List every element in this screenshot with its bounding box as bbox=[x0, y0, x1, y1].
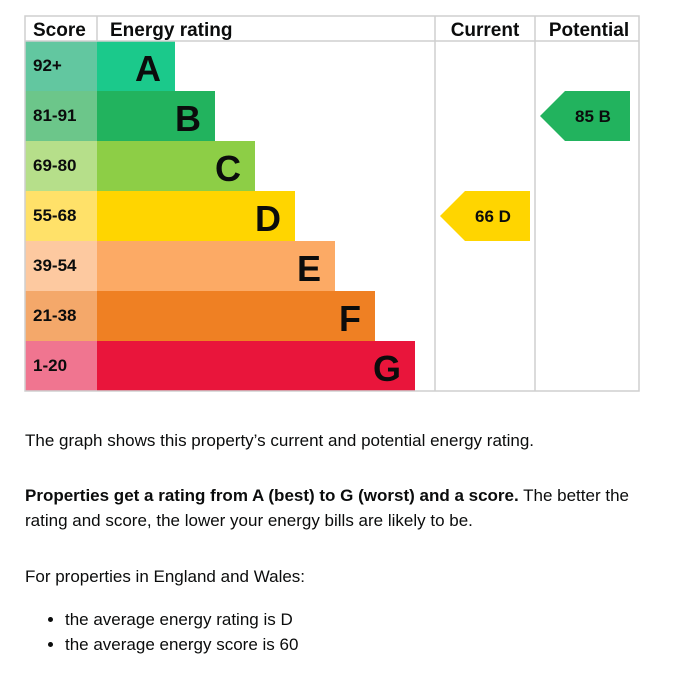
header-energy-rating: Energy rating bbox=[110, 20, 232, 41]
rating-bar-D bbox=[97, 191, 295, 241]
rating-letter-G: G bbox=[373, 348, 401, 389]
header-potential: Potential bbox=[549, 20, 629, 41]
rating-letter-F: F bbox=[339, 298, 361, 339]
score-cell-D bbox=[25, 191, 97, 241]
potential-rating-arrow bbox=[540, 91, 630, 141]
rating-letter-D: D bbox=[255, 198, 281, 239]
energy-rating-chart: 92+ A 81-91 B 69-80 C 55-68 D 39-54 E 21-38 F 1-20 G S… bbox=[24, 15, 640, 392]
score-cell-C bbox=[25, 141, 97, 191]
score-cell-E bbox=[25, 241, 97, 291]
score-cell-F bbox=[25, 291, 97, 341]
rating-bar-E bbox=[97, 241, 335, 291]
score-range-D: 55-68 bbox=[33, 206, 76, 225]
rating-explanation-bold: Properties get a rating from A (best) to… bbox=[25, 486, 519, 505]
score-range-G: 1-20 bbox=[33, 356, 67, 375]
rating-bar-B bbox=[97, 91, 215, 141]
averages-intro: For properties in England and Wales: bbox=[25, 567, 306, 586]
averages-list: the average energy rating is D the avera… bbox=[25, 607, 298, 657]
header-current: Current bbox=[451, 20, 520, 41]
average-rating-item: the average energy rating is D bbox=[65, 607, 298, 632]
current-rating-arrow bbox=[440, 191, 530, 241]
chart-border bbox=[24, 15, 640, 392]
graph-description: The graph shows this property’s current … bbox=[25, 431, 535, 450]
average-score-item: the average energy score is 60 bbox=[65, 632, 298, 657]
score-cell-G bbox=[25, 341, 97, 391]
score-cell-B bbox=[25, 91, 97, 141]
score-range-E: 39-54 bbox=[33, 256, 77, 275]
rating-letter-A: A bbox=[135, 48, 161, 89]
rating-letter-C: C bbox=[215, 148, 241, 189]
rating-letter-E: E bbox=[297, 248, 321, 289]
score-range-C: 69-80 bbox=[33, 156, 76, 175]
header-score: Score bbox=[33, 20, 86, 41]
rating-letter-B: B bbox=[175, 98, 201, 139]
potential-rating-label: 85 B bbox=[575, 107, 611, 126]
rating-explanation-rest: The better the rating and score, the low… bbox=[25, 486, 629, 530]
rating-bar-C bbox=[97, 141, 255, 191]
rating-explanation: Properties get a rating from A (best) to… bbox=[25, 483, 645, 533]
score-cell-A bbox=[25, 41, 97, 91]
score-range-F: 21-38 bbox=[33, 306, 76, 325]
current-rating-label: 66 D bbox=[475, 207, 511, 226]
rating-bar-A bbox=[97, 41, 175, 91]
rating-bar-F bbox=[97, 291, 375, 341]
score-range-A: 92+ bbox=[33, 56, 62, 75]
score-range-B: 81-91 bbox=[33, 106, 76, 125]
rating-bar-G bbox=[97, 341, 415, 391]
